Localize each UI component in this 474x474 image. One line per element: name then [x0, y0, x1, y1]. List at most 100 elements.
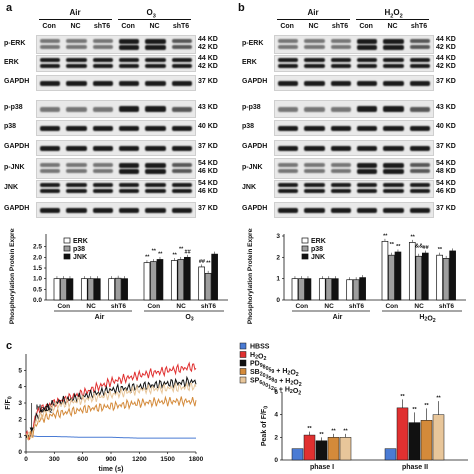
blot-image — [36, 100, 196, 118]
blot-band — [304, 125, 325, 131]
significance-mark: ** — [410, 234, 415, 240]
blot-band — [357, 162, 378, 168]
blot-band — [171, 168, 192, 173]
significance-mark: ** — [179, 246, 184, 252]
blot-label-gapdh: GAPDH — [242, 205, 268, 212]
significance-mark: ** — [145, 255, 150, 261]
y-tick-label: 2 — [18, 416, 22, 423]
bar-p38 — [298, 278, 305, 301]
blot-band — [409, 57, 430, 62]
bar-erk — [408, 242, 416, 301]
blot-band — [330, 125, 351, 131]
x-tick-label: shT6 — [111, 303, 127, 310]
kd-label: 40 KD — [198, 123, 218, 130]
line-series — [26, 435, 196, 439]
kd-label: 42 KD — [436, 62, 456, 70]
line-series — [25, 395, 197, 442]
kd-label: 46 KD — [436, 188, 456, 195]
group-label-treatment: H2O2 — [384, 8, 403, 20]
y-tick-label: 4 — [274, 412, 278, 419]
bar-jnk — [304, 278, 312, 301]
blot-image — [274, 202, 434, 218]
legend-swatch — [301, 245, 309, 252]
blot-image — [36, 75, 196, 91]
blot-band — [357, 145, 378, 151]
blot-band — [330, 168, 351, 173]
bar-p38 — [177, 259, 185, 301]
blot-band — [383, 44, 404, 50]
x-tick-label: 600 — [77, 456, 88, 463]
bar-jnk — [93, 278, 101, 301]
kd-label: 44 KD — [198, 54, 218, 62]
bar-jnk — [156, 259, 164, 301]
group-label-treatment: O3 — [146, 8, 156, 20]
significance-mark: ## — [185, 249, 191, 255]
blot-band — [171, 125, 192, 131]
x-tick-label: shT6 — [349, 303, 365, 310]
blot-image — [36, 120, 196, 136]
blot-band — [357, 207, 378, 213]
blot-band — [357, 189, 378, 193]
blot-label-p-p38: p-p38 — [242, 104, 261, 111]
blot-band — [409, 162, 430, 167]
blot-band — [119, 183, 140, 187]
y-tick-label: 1.5 — [33, 265, 42, 272]
blot-band — [145, 125, 166, 131]
bar-jnk — [394, 251, 402, 301]
blot-label-p-erk: p-ERK — [242, 39, 264, 47]
blot-band — [40, 80, 61, 86]
significance-mark: ** — [206, 260, 211, 266]
legend-swatch — [239, 351, 247, 358]
blot-band — [409, 145, 430, 151]
legend-swatch — [301, 253, 309, 260]
legend-label: ERK — [73, 238, 88, 245]
blot-label-jnk: JNK — [242, 184, 257, 191]
x-tick-label: Con — [385, 303, 398, 310]
blot-band — [330, 106, 351, 112]
blot-band — [92, 145, 113, 151]
bar-1 — [396, 407, 409, 461]
bar-0 — [291, 448, 304, 461]
blot-band — [119, 106, 140, 112]
blot-band — [304, 57, 325, 62]
bar-jnk — [359, 277, 366, 301]
significance-mark: ** — [152, 249, 157, 255]
lane-label: shT6 — [93, 23, 111, 30]
blot-band — [304, 207, 325, 213]
blot-band — [330, 44, 351, 49]
group-label-treatment: H2O2 — [419, 314, 435, 324]
legend-label: ERK — [311, 238, 326, 245]
kd-label: 42 KD — [198, 62, 218, 70]
blot-band — [330, 80, 351, 86]
kd-label: 46 KD — [198, 188, 218, 195]
blot-band — [66, 145, 87, 151]
blot-band — [66, 44, 87, 49]
bar-4 — [339, 437, 352, 461]
blot-band — [40, 57, 61, 62]
bar-0 — [384, 448, 397, 461]
legend-label: JNK — [73, 254, 87, 261]
kd-label: 44 KD — [436, 54, 456, 62]
blot-band — [92, 162, 113, 167]
blot-band — [171, 106, 192, 112]
y-tick-label: 0 — [18, 449, 22, 456]
y-tick-label: 4 — [18, 384, 22, 391]
blot-band — [278, 183, 299, 187]
blot-band — [278, 207, 299, 213]
blot-band — [119, 168, 140, 174]
kd-label: 46 KD — [198, 167, 218, 175]
blot-label-gapdh: GAPDH — [242, 143, 268, 150]
bar-p38 — [325, 278, 333, 301]
x-tick-label: shT6 — [439, 303, 455, 310]
x-tick-label: NC — [414, 303, 424, 310]
blot-band — [383, 125, 404, 131]
blot-band — [145, 207, 166, 213]
blot-band — [278, 38, 299, 43]
blot-band — [357, 44, 378, 50]
significance-mark: ** — [319, 432, 324, 438]
panel-letter-b: b — [238, 2, 245, 14]
blot-band — [409, 189, 430, 193]
blot-band — [330, 207, 351, 213]
kd-label: 54 KD — [436, 159, 456, 167]
blot-band — [119, 38, 140, 44]
